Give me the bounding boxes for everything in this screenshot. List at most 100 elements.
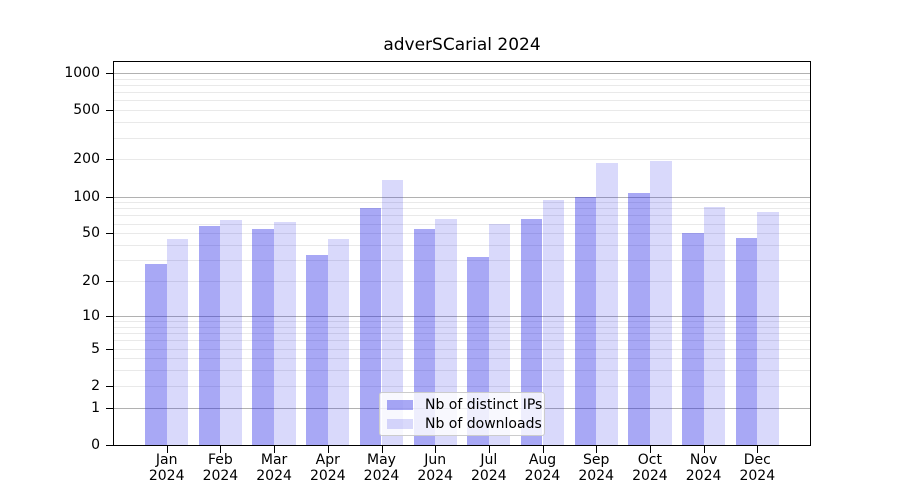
x-tick-month: May [367,452,396,468]
gridline-minor [114,340,810,342]
x-tick-month: Dec [743,452,771,468]
x-tick [381,446,383,453]
y-tick [106,72,113,74]
y-tick-label: 1000 [64,64,100,81]
x-tick-year: 2024 [202,468,239,484]
bar-distinct-ips-Jun [413,229,436,445]
gridline-minor [114,333,810,334]
bar-distinct-ips-Nov [681,233,704,445]
gridline-minor [114,122,810,124]
x-tick [649,446,651,453]
chart-title: adverSCarial 2024 [383,35,541,55]
legend: Nb of distinct IPs Nb of downloads [379,392,545,436]
y-tick [106,233,113,235]
x-tick-month: Mar [260,452,288,468]
y-tick-label: 200 [73,151,100,168]
x-tick [274,446,276,453]
gridline-minor [114,223,810,225]
x-tick [596,446,598,453]
x-tick [757,446,759,453]
x-tick-label-Sep: Sep 2024 [564,452,628,484]
y-tick-label: 2 [91,377,100,394]
x-tick-label-Jun: Jun 2024 [403,452,467,484]
gridline-minor [114,321,810,322]
x-tick-year: 2024 [309,468,346,484]
x-tick [488,446,490,453]
gridline-minor [114,100,810,102]
x-tick-year: 2024 [470,468,507,484]
x-tick-year: 2024 [685,468,722,484]
gridline-major [114,72,810,74]
bar-distinct-ips-May [359,208,382,445]
x-tick-month: Feb [207,452,233,468]
gridline-minor [114,281,810,282]
x-tick-label-Feb: Feb 2024 [188,452,252,484]
y-tick [106,385,113,387]
x-tick-month: Sep [582,452,610,468]
gridline-minor [114,358,810,360]
gridline-minor [114,84,810,86]
x-tick-label-Jul: Jul 2024 [457,452,521,484]
gridline-minor [114,159,810,161]
gridline-major [114,196,810,198]
gridline-minor [114,385,810,387]
y-tick-label: 20 [82,273,100,289]
y-tick-label: 50 [82,225,100,242]
bar-distinct-ips-Sep [574,196,597,445]
x-tick-label-Apr: Apr 2024 [296,452,360,484]
x-tick-year: 2024 [256,468,292,484]
y-tick [106,315,113,317]
bar-downloads-Jan [166,238,189,445]
bar-downloads-Oct [649,160,672,445]
y-tick [106,196,113,198]
bar-downloads-Jun [435,218,457,445]
bar-downloads-Aug [542,199,565,445]
x-tick [435,446,437,453]
y-tick-label: 5 [91,340,100,357]
legend-item-downloads: Nb of downloads [380,414,544,433]
x-tick [166,446,168,453]
x-tick-month: Nov [689,452,718,468]
gridline-minor [114,208,810,210]
bar-downloads-Feb [220,220,243,445]
x-tick-label-Mar: Mar 2024 [242,452,306,484]
bar-distinct-ips-Feb [198,226,221,445]
y-tick [106,110,113,112]
legend-label-downloads: Nb of downloads [425,415,542,432]
x-tick-year: 2024 [524,468,561,484]
x-tick-month: Jan [155,452,178,468]
y-tick-label: 500 [73,102,100,119]
y-tick [106,445,113,446]
x-tick-label-Nov: Nov 2024 [672,452,736,484]
gridline-minor [114,78,810,80]
bar-distinct-ips-Jan [145,263,167,445]
bar-downloads-Mar [274,221,296,445]
y-tick-label: 0 [91,437,100,453]
x-tick-month: Aug [528,452,557,468]
gridline-minor [114,260,810,262]
x-tick [327,446,329,453]
x-tick-year: 2024 [417,468,453,484]
legend-swatch-downloads [387,418,413,429]
legend-swatch-distinct-ips [387,399,413,410]
x-tick [703,446,705,453]
x-tick-year: 2024 [578,468,614,484]
x-tick-label-Oct: Oct 2024 [618,452,682,484]
bar-distinct-ips-Oct [628,192,650,445]
bar-downloads-Nov [703,207,726,445]
gridline-minor [114,92,810,94]
x-tick-label-May: May 2024 [350,452,414,484]
y-tick [106,281,113,282]
legend-item-distinct-ips: Nb of distinct IPs [380,395,544,414]
gridline-minor [114,348,810,350]
x-tick [542,446,544,453]
gridline-minor [114,110,810,112]
y-tick-label: 1 [91,399,100,416]
bar-distinct-ips-Dec [735,237,758,445]
bar-downloads-Jul [488,223,511,445]
x-tick-label-Dec: Dec 2024 [725,452,789,484]
x-tick-year: 2024 [363,468,400,484]
gridline-minor [114,202,810,204]
gridline-minor [114,370,810,372]
x-tick-month: Oct [637,452,662,468]
